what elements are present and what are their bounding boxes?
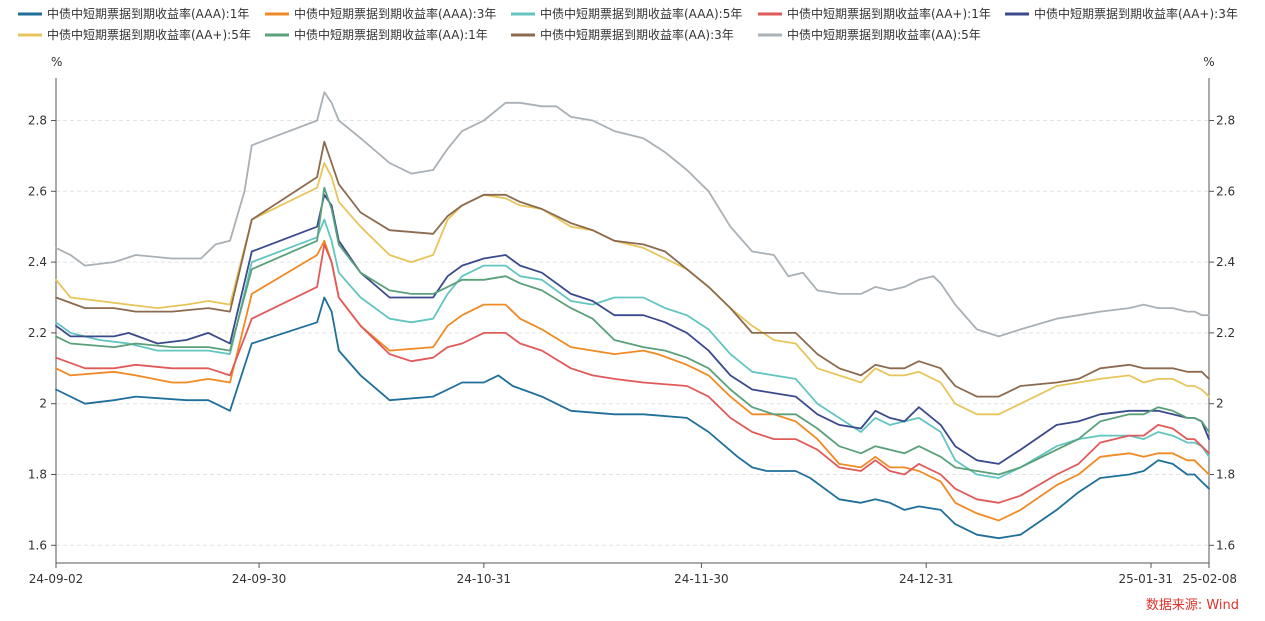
series-line [55, 243, 1210, 504]
x-tick-label: 24-10-31 [457, 572, 511, 586]
legend-label: 中债中短期票据到期收益率(AAA):3年 [294, 6, 496, 21]
legend-label: 中债中短期票据到期收益率(AA):1年 [294, 27, 488, 42]
right-tick-label: 2.4 [1216, 255, 1235, 269]
series-line [55, 296, 1210, 540]
right-tick-label: 2.8 [1216, 113, 1235, 127]
left-tick-label: 2 [39, 397, 47, 411]
legend-label: 中债中短期票据到期收益率(AA+):5年 [47, 27, 251, 42]
series-line [55, 162, 1210, 416]
legend-item[interactable]: 中债中短期票据到期收益率(AA+):3年 [1005, 6, 1238, 21]
legend-label: 中债中短期票据到期收益率(AA+):3年 [1034, 6, 1238, 21]
legend-item[interactable]: 中债中短期票据到期收益率(AA):1年 [265, 27, 488, 42]
right-tick-label: 2.2 [1216, 326, 1235, 340]
legend-label: 中债中短期票据到期收益率(AA):5年 [787, 27, 981, 42]
x-tick-label: 25-02-08 [1183, 572, 1237, 586]
left-tick-label: 2.4 [28, 255, 47, 269]
legend-label: 中债中短期票据到期收益率(AAA):5年 [540, 6, 742, 21]
x-tick-label: 24-12-31 [899, 572, 953, 586]
series-line [55, 91, 1210, 338]
legend-item[interactable]: 中债中短期票据到期收益率(AAA):3年 [265, 6, 496, 21]
left-tick-label: 2.2 [28, 326, 47, 340]
series-line [55, 193, 1210, 465]
legend-label: 中债中短期票据到期收益率(AA+):1年 [787, 6, 991, 21]
right-tick-label: 2 [1216, 397, 1224, 411]
left-axis-unit: % [51, 55, 62, 69]
gridlines [56, 119, 1209, 546]
legend-item[interactable]: 中债中短期票据到期收益率(AA+):5年 [18, 27, 251, 42]
left-tick-label: 1.8 [28, 467, 47, 481]
data-source-note: 数据来源: Wind [1146, 598, 1239, 613]
series-line [55, 239, 1210, 522]
right-axis-unit: % [1203, 55, 1214, 69]
left-tick-label: 1.6 [28, 538, 47, 552]
legend-label: 中债中短期票据到期收益率(AAA):1年 [47, 6, 249, 21]
right-tick-label: 1.8 [1216, 467, 1235, 481]
legend-item[interactable]: 中债中短期票据到期收益率(AA+):1年 [758, 6, 991, 21]
legend: 中债中短期票据到期收益率(AAA):1年 中债中短期票据到期收益率(AAA):3年… [18, 6, 1238, 42]
legend-item[interactable]: 中债中短期票据到期收益率(AAA):5年 [511, 6, 742, 21]
axes: 1.6 1.6 1.8 1.8 2 2 2.2 2.2 2.4 2.4 2.6 2.6 2.8 2.8 24… [28, 78, 1237, 586]
left-tick-label: 2.8 [28, 113, 47, 127]
legend-item[interactable]: 中债中短期票据到期收益率(AA):5年 [758, 27, 981, 42]
x-tick-label: 24-09-02 [29, 572, 83, 586]
series-line [55, 218, 1210, 479]
legend-label: 中债中短期票据到期收益率(AA):3年 [540, 27, 734, 42]
legend-item[interactable]: 中债中短期票据到期收益率(AAA):1年 [18, 6, 249, 21]
series-line [55, 186, 1210, 476]
legend-item[interactable]: 中债中短期票据到期收益率(AA):3年 [511, 27, 734, 42]
series-lines [55, 91, 1210, 540]
right-tick-label: 2.6 [1216, 184, 1235, 198]
series-line [55, 140, 1210, 398]
x-tick-label: 24-09-30 [232, 572, 286, 586]
left-tick-label: 2.6 [28, 184, 47, 198]
right-tick-label: 1.6 [1216, 538, 1235, 552]
x-tick-label: 24-11-30 [674, 572, 728, 586]
x-tick-label: 25-01-31 [1119, 572, 1173, 586]
